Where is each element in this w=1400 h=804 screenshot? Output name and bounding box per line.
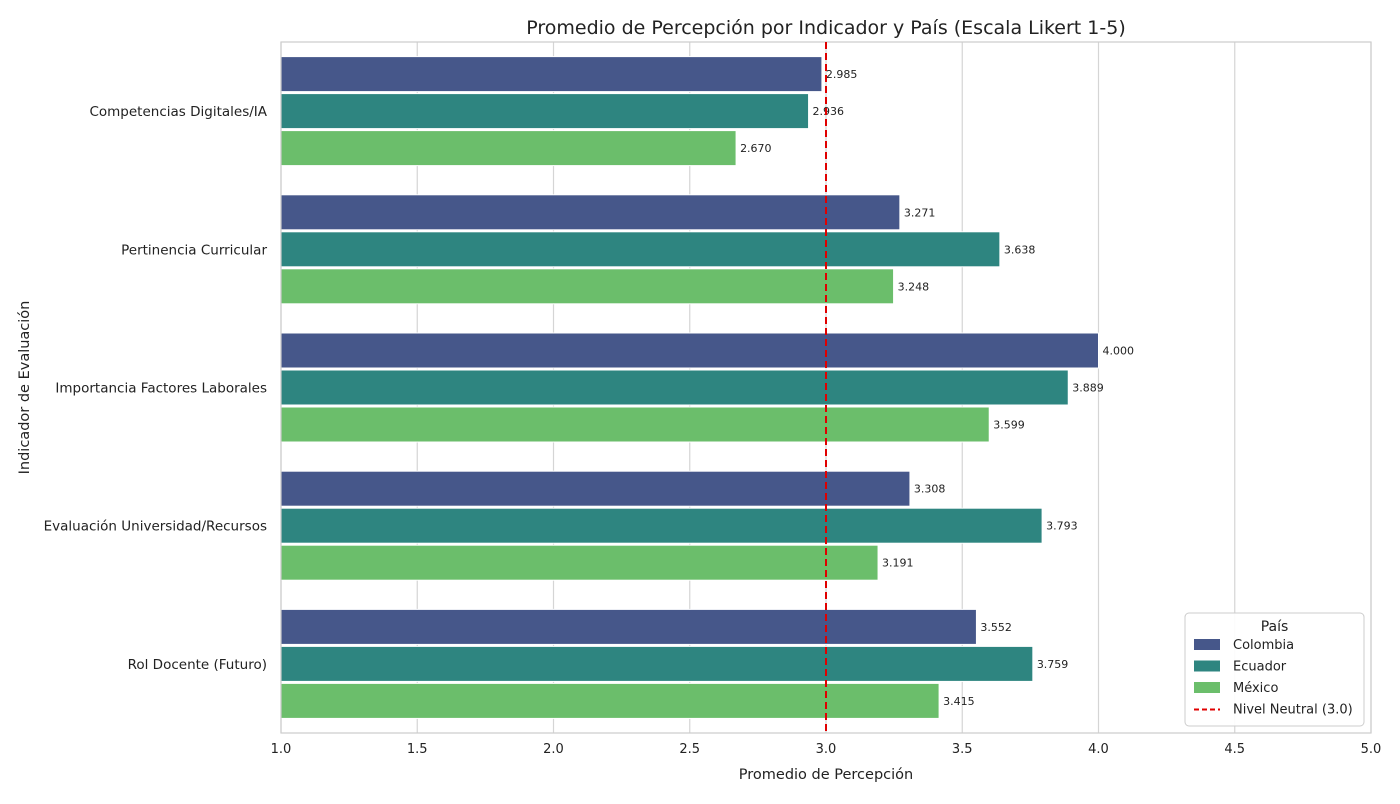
x-axis-label: Promedio de Percepción (739, 767, 913, 783)
bar-value-label: 3.415 (943, 695, 975, 708)
bar-value-label: 3.271 (904, 206, 936, 219)
bar-colombia (280, 608, 977, 645)
y-tick-label: Importancia Factores Laborales (55, 381, 267, 397)
x-tick-label: 4.5 (1224, 742, 1245, 757)
legend-entry-label: México (1233, 681, 1278, 696)
bar-value-label: 3.248 (898, 280, 930, 293)
bar-méxico (280, 268, 895, 305)
bar-méxico (280, 406, 990, 443)
y-tick-label: Rol Docente (Futuro) (128, 657, 267, 673)
bar-ecuador (280, 93, 810, 130)
bar-méxico (280, 130, 737, 167)
y-tick-label: Competencias Digitales/IA (89, 104, 267, 120)
legend-entry-label: Colombia (1233, 638, 1294, 653)
bar-value-label: 2.670 (740, 142, 772, 155)
bar-colombia (280, 194, 901, 231)
x-tick-label: 2.0 (543, 742, 564, 757)
x-tick-label: 5.0 (1361, 742, 1382, 757)
bar-value-label: 3.599 (993, 419, 1025, 432)
bar-ecuador (280, 507, 1043, 544)
bar-value-label: 3.638 (1004, 243, 1036, 256)
bar-value-label: 3.759 (1037, 658, 1069, 671)
legend-entry-label: Nivel Neutral (3.0) (1233, 703, 1353, 718)
bar-colombia (280, 470, 911, 507)
legend-swatch-colombia (1194, 639, 1220, 650)
x-tick-label: 3.0 (816, 742, 837, 757)
bar-ecuador (280, 231, 1001, 268)
x-tick-label: 3.5 (952, 742, 973, 757)
bar-méxico (280, 682, 940, 719)
legend-box (1184, 612, 1365, 727)
legend-swatch-ecuador (1194, 660, 1220, 672)
bar-ecuador (280, 369, 1069, 406)
bar-value-label: 4.000 (1103, 345, 1135, 358)
bar-ecuador (280, 645, 1034, 682)
bar-colombia (280, 332, 1099, 369)
legend-title: País (1261, 619, 1289, 635)
bar-méxico (280, 544, 879, 581)
bar-value-label: 2.936 (813, 105, 845, 118)
bar-value-label: 3.552 (980, 621, 1012, 634)
bar-colombia (280, 56, 823, 93)
x-tick-label: 4.0 (1088, 742, 1109, 757)
legend-swatch-méxico (1194, 682, 1220, 693)
bar-value-label: 3.308 (914, 483, 946, 496)
y-tick-label: Pertinencia Curricular (121, 242, 267, 258)
legend-entry-label: Ecuador (1233, 660, 1287, 675)
bar-value-label: 3.191 (882, 557, 914, 570)
bar-value-label: 2.985 (826, 68, 858, 81)
chart-title: Promedio de Percepción por Indicador y P… (526, 17, 1126, 39)
bar-value-label: 3.793 (1046, 520, 1078, 533)
y-axis-label: Indicador de Evaluación (17, 301, 33, 475)
y-tick-label: Evaluación Universidad/Recursos (44, 519, 267, 535)
x-tick-label: 1.5 (407, 742, 428, 757)
bar-value-label: 3.889 (1072, 382, 1104, 395)
x-tick-label: 2.5 (679, 742, 700, 757)
x-tick-label: 1.0 (271, 742, 292, 757)
